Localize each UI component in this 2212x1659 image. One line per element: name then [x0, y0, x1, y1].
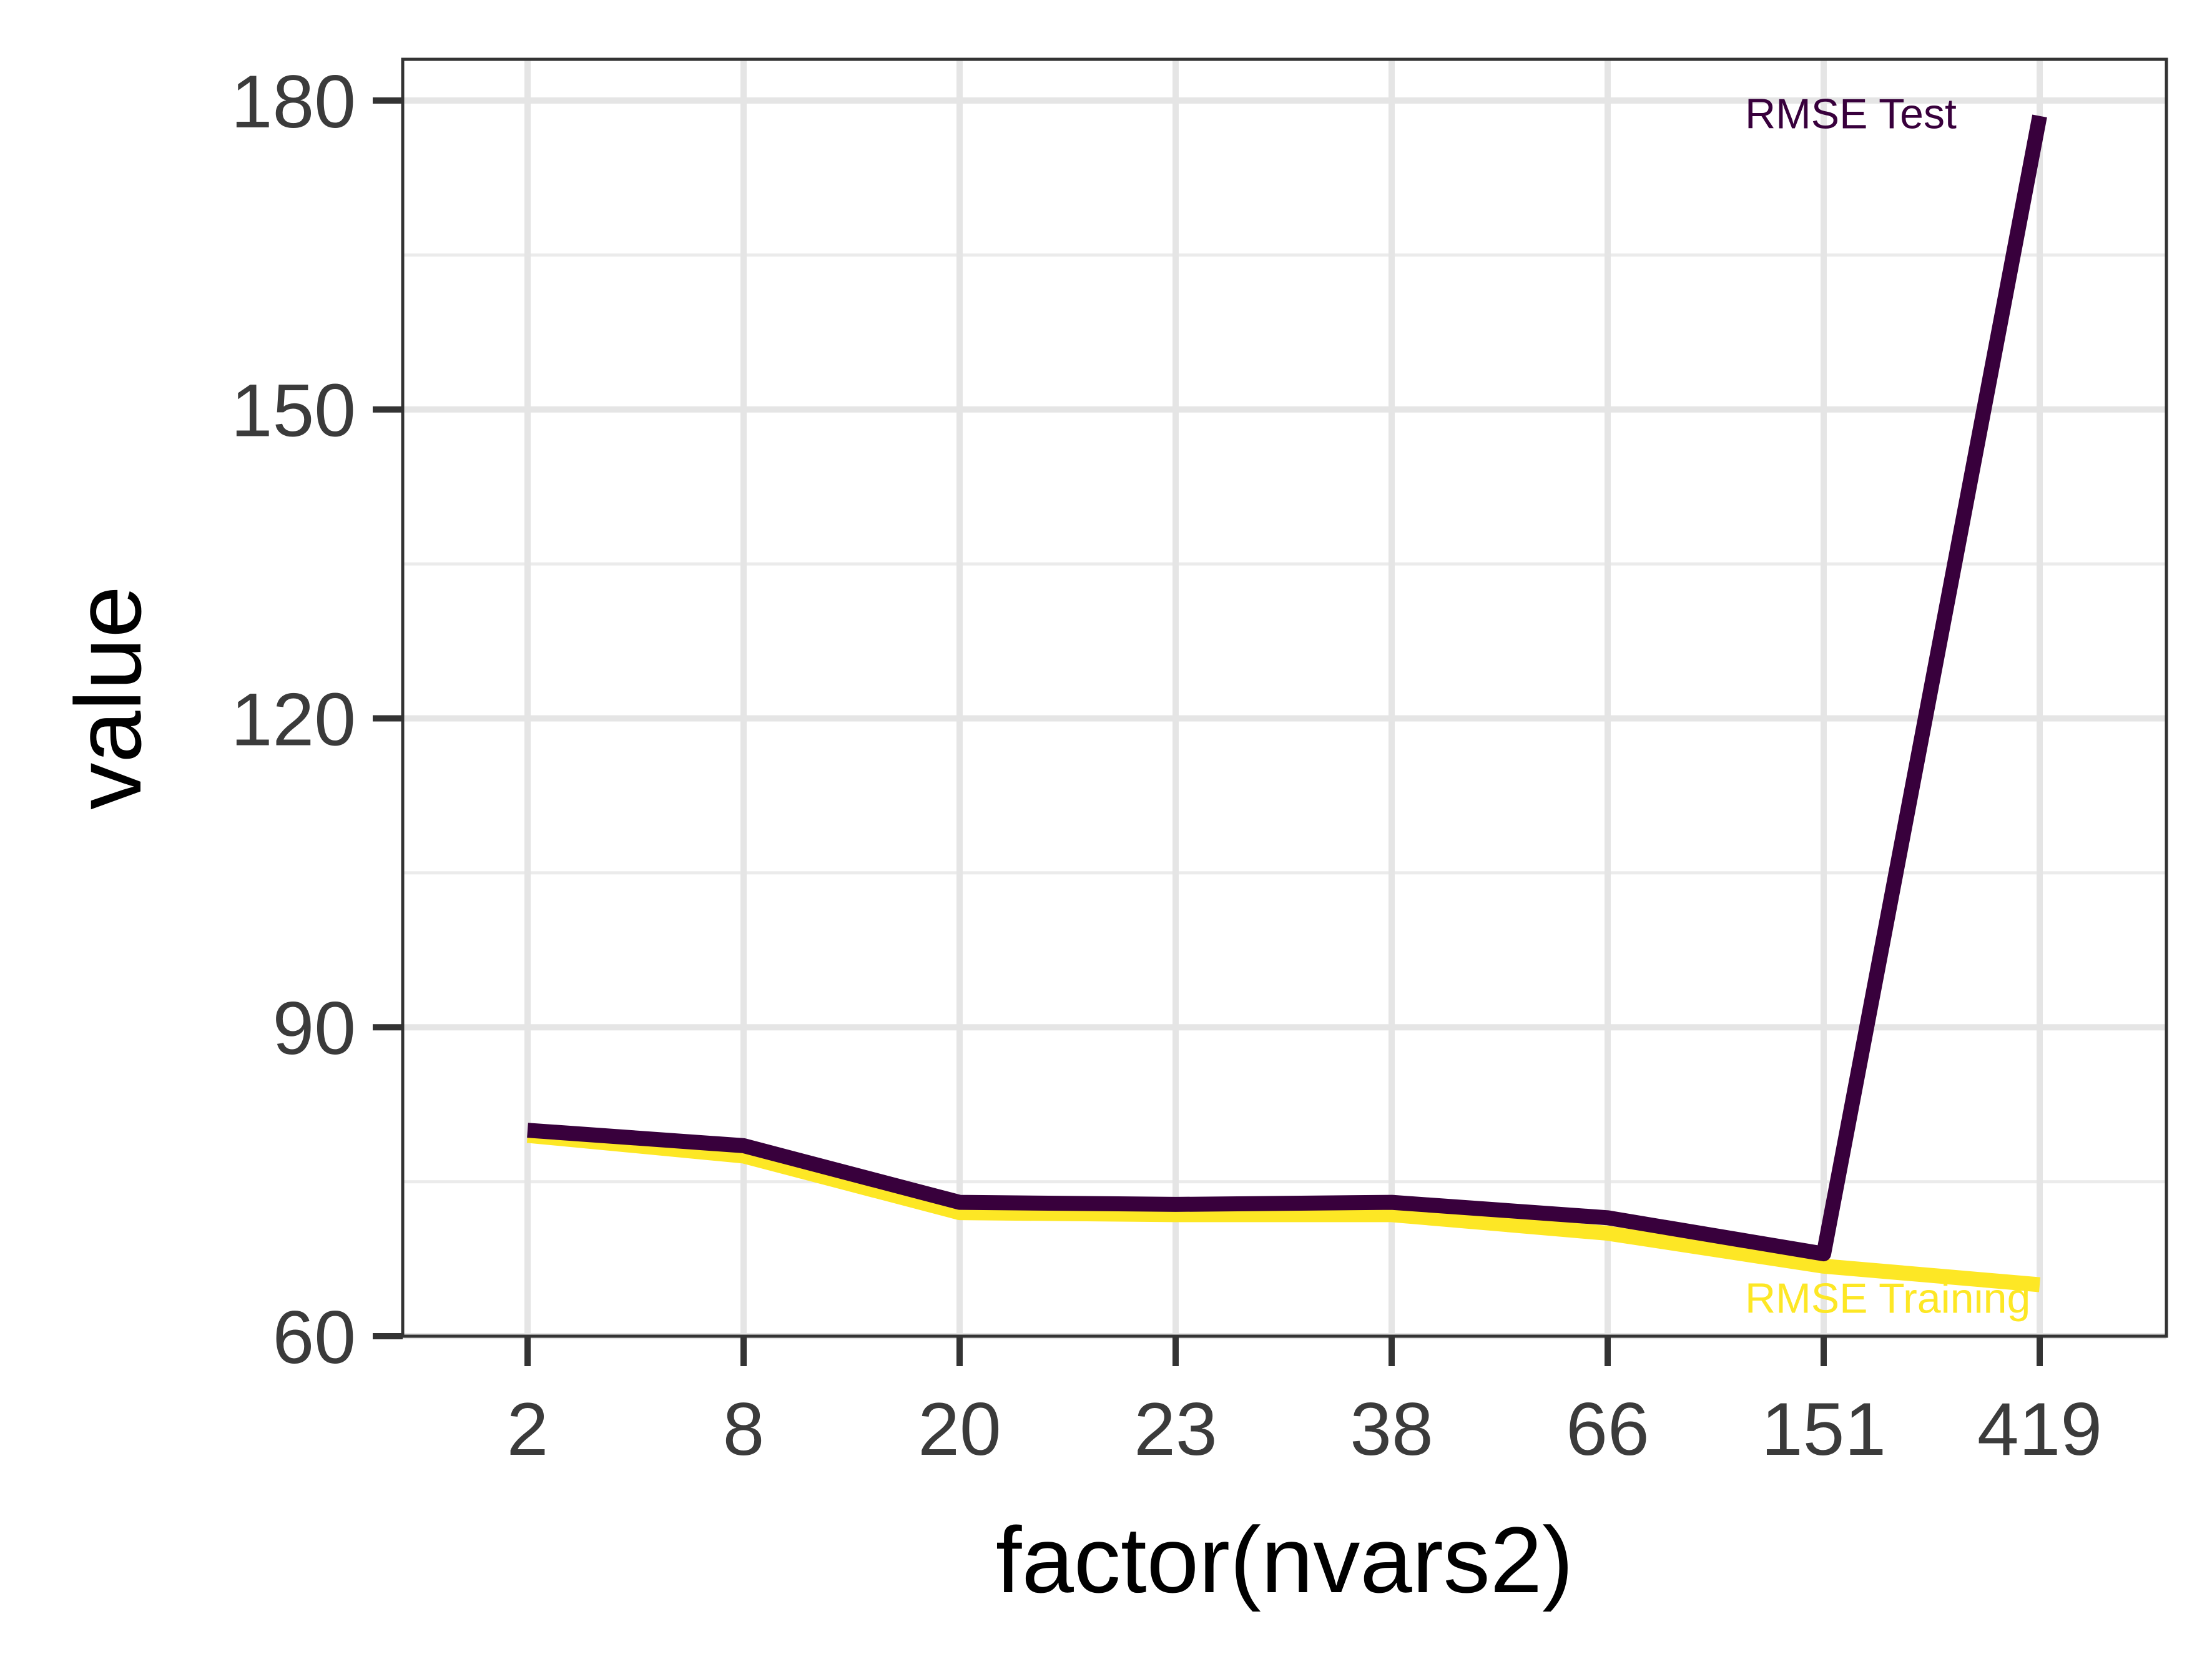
y-axis-tick-labels: 60 90 120 150 180: [231, 60, 356, 1379]
x-tick-label: 8: [723, 1387, 765, 1471]
series-line: [526, 1128, 2041, 1292]
y-tick-label: 150: [231, 369, 356, 453]
series-label: RMSE Test: [1745, 91, 1957, 138]
x-tick-label: 2: [507, 1387, 549, 1471]
major-gridlines: [403, 59, 2166, 1339]
x-axis-tick-labels: 2 8 20 23 38 66 151 419: [507, 1387, 2102, 1471]
minor-gridlines: [403, 253, 2166, 1184]
x-tick-label: 419: [1977, 1387, 2102, 1471]
y-tick-label: 180: [231, 60, 356, 144]
x-tick-label: 66: [1566, 1387, 1649, 1471]
y-tick-label: 60: [273, 1296, 356, 1379]
y-axis-title: value: [56, 586, 160, 810]
series-label: RMSE Training: [1745, 1275, 2030, 1322]
series-lines: [526, 114, 2047, 1292]
x-tick-label: 38: [1350, 1387, 1433, 1471]
y-tick-label: 120: [231, 677, 356, 761]
plot-panel-border: [401, 57, 2168, 1338]
x-tick-label: 151: [1761, 1387, 1886, 1471]
x-tick-label: 20: [918, 1387, 1001, 1471]
series-end-labels: RMSE Training RMSE Test: [1745, 91, 2030, 1322]
x-tick-label: 23: [1134, 1387, 1217, 1471]
series-line: [527, 114, 2047, 1262]
y-tick-label: 90: [273, 987, 356, 1070]
x-axis-title: factor(nvars2): [996, 1507, 1573, 1612]
axis-ticks: [373, 97, 2043, 1366]
